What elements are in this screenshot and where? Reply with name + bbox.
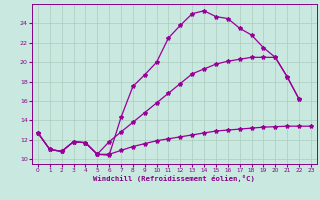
X-axis label: Windchill (Refroidissement éolien,°C): Windchill (Refroidissement éolien,°C) [93, 175, 255, 182]
